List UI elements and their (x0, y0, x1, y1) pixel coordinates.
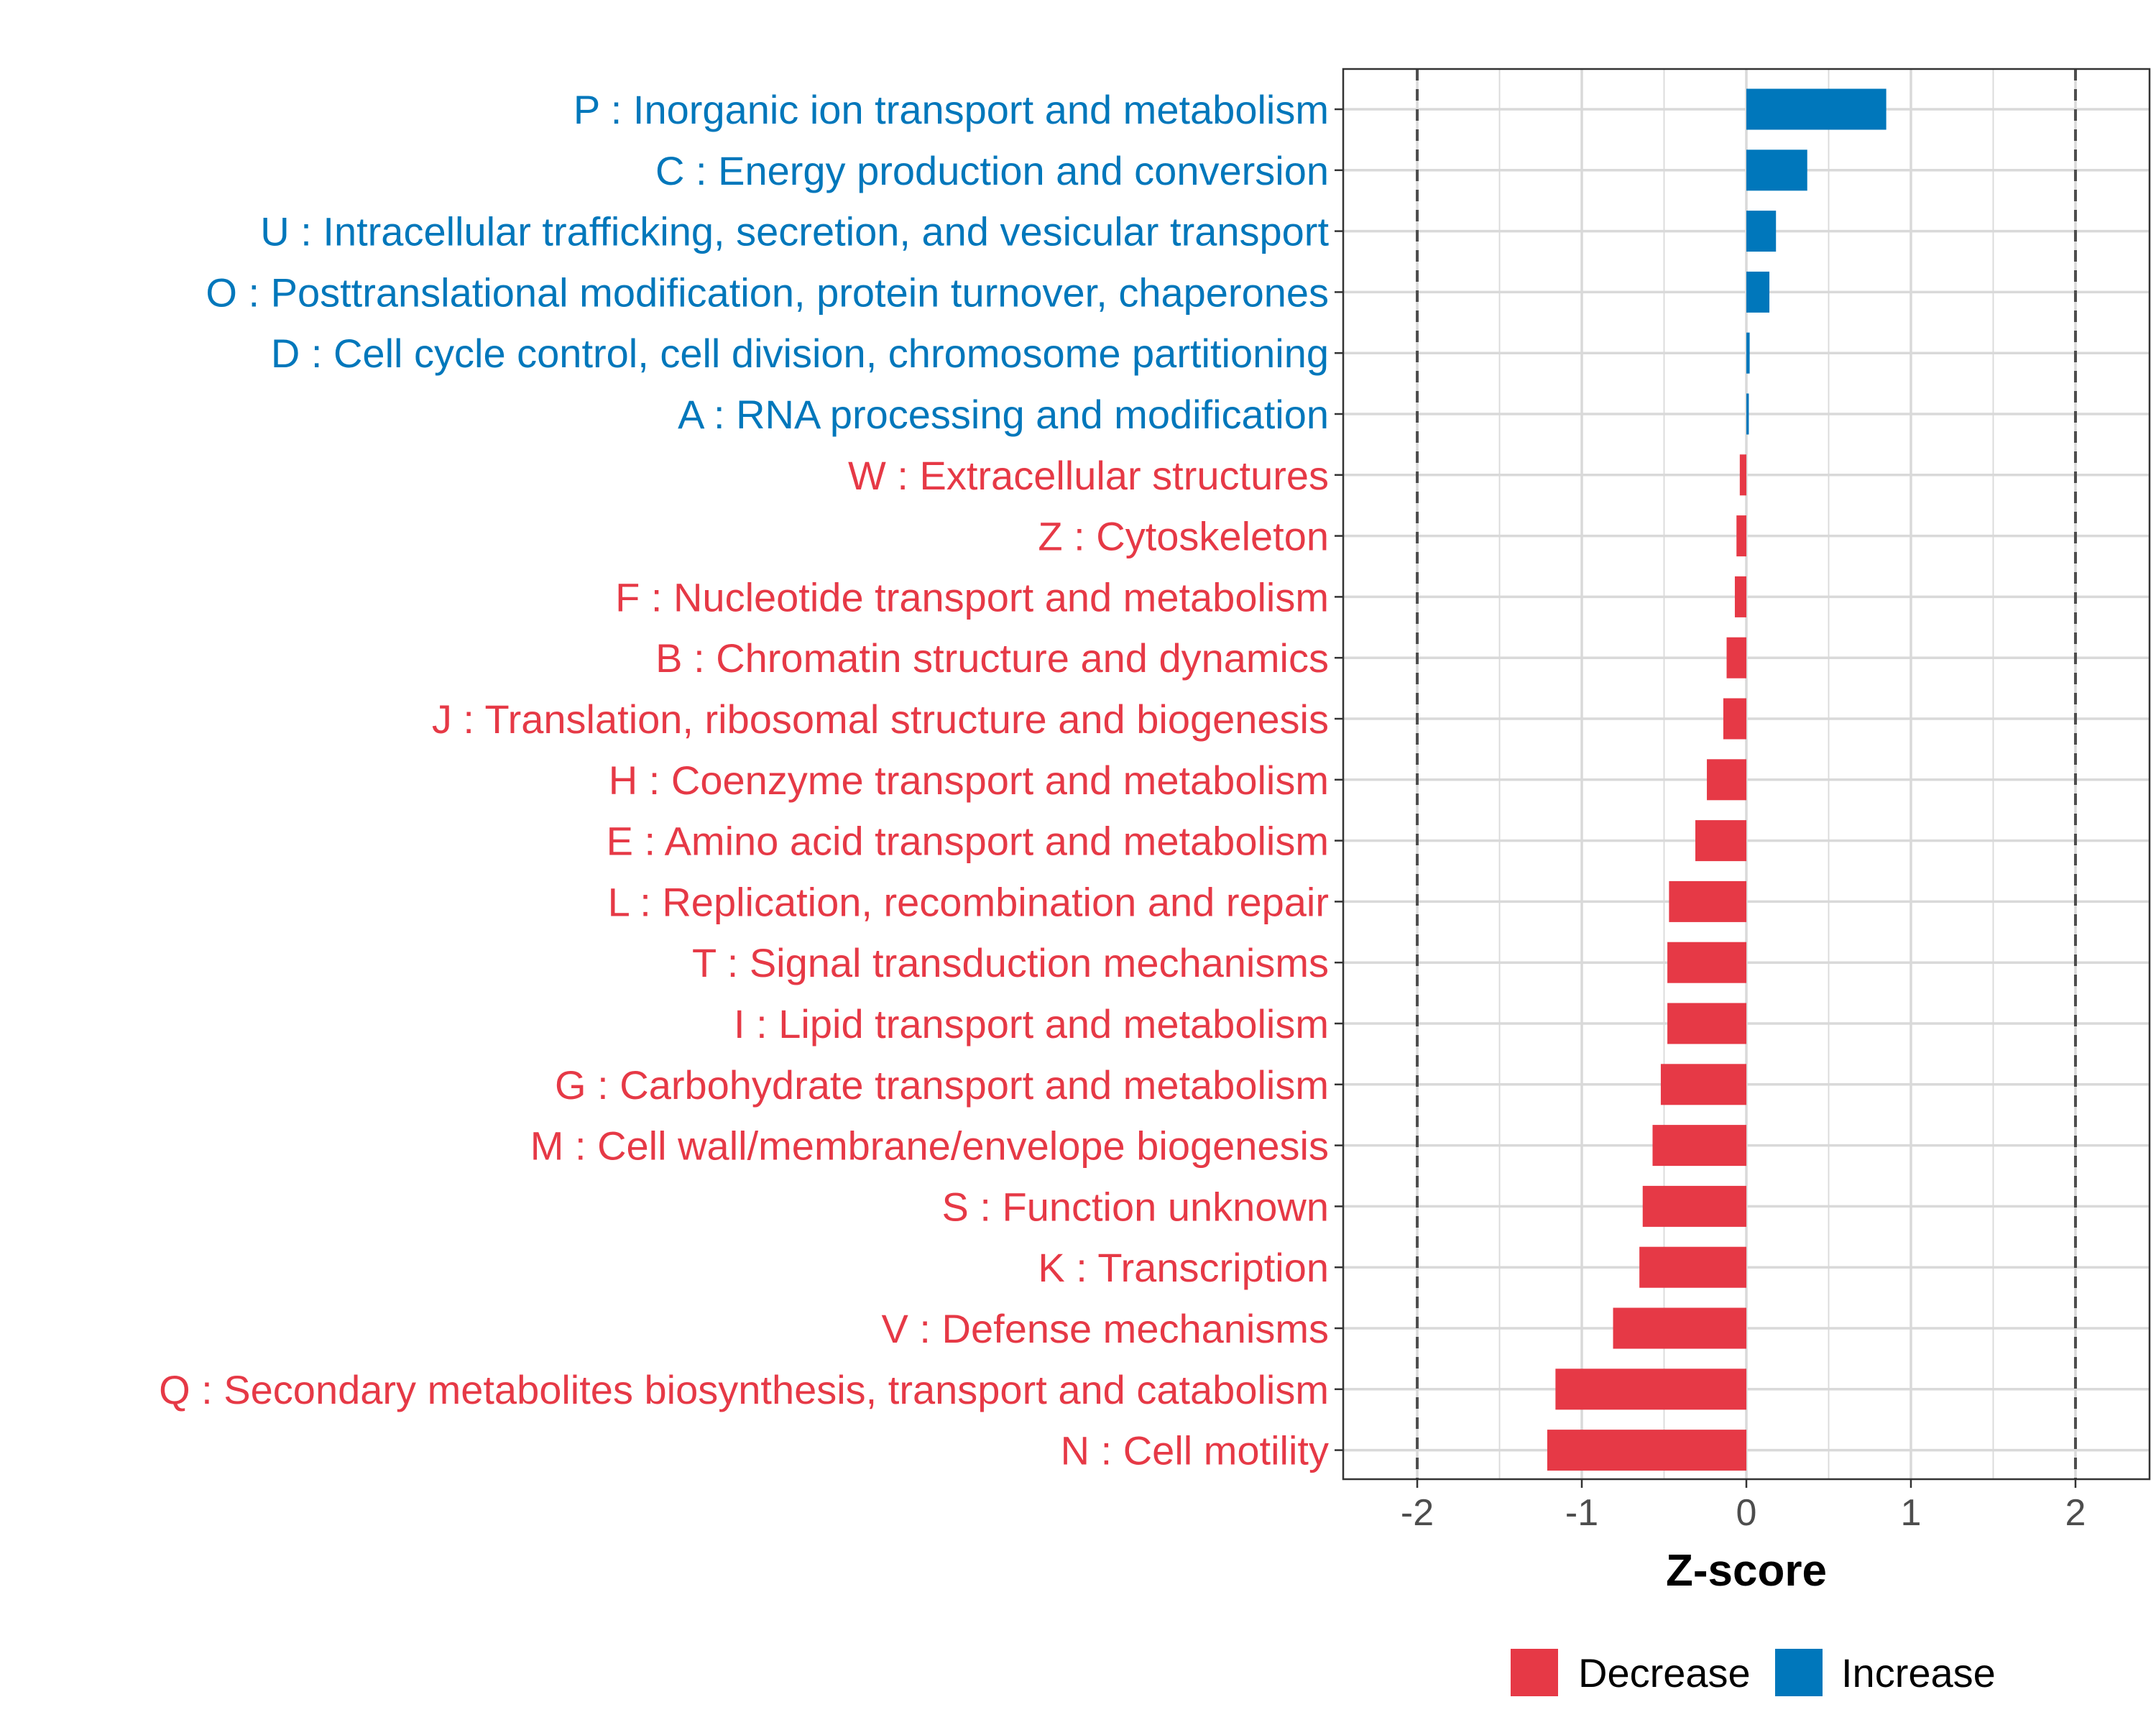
bar (1746, 88, 1886, 130)
bar (1667, 942, 1746, 983)
y-tick-label: K : Transcription (1038, 1245, 1329, 1290)
bar (1660, 1064, 1746, 1105)
bar (1639, 1246, 1746, 1288)
bar (1746, 150, 1807, 191)
bar (1707, 759, 1746, 801)
bar (1667, 1003, 1746, 1044)
bars (1547, 88, 1886, 1471)
x-axis-ticks (1416, 1479, 2077, 1488)
y-tick-label: Q : Secondary metabolites biosynthesis, … (159, 1367, 1329, 1412)
x-tick-label: 2 (2065, 1492, 2086, 1534)
legend-label-decrease: Decrease (1578, 1650, 1751, 1696)
y-tick-label: W : Extracellular structures (848, 453, 1329, 498)
legend-label-increase: Increase (1841, 1650, 1996, 1696)
x-tick-label: -1 (1565, 1492, 1598, 1534)
bar (1695, 820, 1746, 862)
bar (1555, 1368, 1746, 1410)
x-tick-label: 1 (1901, 1492, 1922, 1534)
x-axis-tick-labels: -2 -1 0 1 2 (1401, 1492, 2086, 1534)
y-axis-ticks (1335, 108, 1343, 1451)
x-tick-label: 0 (1736, 1492, 1757, 1534)
y-tick-label: F : Nucleotide transport and metabolism (615, 574, 1329, 620)
y-tick-label: E : Amino acid transport and metabolism (607, 819, 1329, 864)
y-axis-labels: P : Inorganic ion transport and metaboli… (159, 87, 1329, 1473)
y-tick-label: Z : Cytoskeleton (1038, 514, 1329, 559)
y-tick-label: T : Signal transduction mechanisms (692, 940, 1329, 985)
bar (1746, 271, 1770, 313)
y-tick-label: M : Cell wall/membrane/envelope biogenes… (530, 1123, 1329, 1169)
bar (1613, 1307, 1746, 1349)
bar (1746, 332, 1750, 374)
y-tick-label: I : Lipid transport and metabolism (734, 1001, 1329, 1046)
bar (1726, 637, 1746, 678)
y-tick-label: V : Defense mechanisms (882, 1306, 1329, 1351)
legend-swatch-decrease (1511, 1649, 1558, 1696)
y-tick-label: S : Function unknown (941, 1184, 1329, 1229)
bar (1739, 454, 1746, 496)
y-tick-label: H : Coenzyme transport and metabolism (609, 758, 1329, 803)
x-axis-title: Z-score (1666, 1546, 1827, 1596)
bar (1642, 1185, 1746, 1227)
y-tick-label: G : Carbohydrate transport and metabolis… (555, 1062, 1329, 1108)
y-tick-label: B : Chromatin structure and dynamics (655, 635, 1329, 681)
y-tick-label: J : Translation, ribosomal structure and… (432, 696, 1329, 742)
x-tick-label: -2 (1401, 1492, 1434, 1534)
bar (1723, 698, 1746, 740)
y-tick-label: L : Replication, recombination and repai… (608, 879, 1329, 924)
y-tick-label: C : Energy production and conversion (655, 148, 1329, 193)
bar (1746, 393, 1749, 435)
reference-lines (1416, 69, 2077, 1479)
bar (1652, 1125, 1746, 1167)
bar (1547, 1430, 1746, 1471)
legend: Decrease Increase (1511, 1649, 1996, 1696)
y-tick-label: D : Cell cycle control, cell division, c… (271, 331, 1329, 376)
bar (1736, 515, 1746, 557)
bar (1669, 880, 1746, 922)
y-tick-label: A : RNA processing and modification (678, 392, 1329, 437)
bar (1746, 211, 1777, 252)
y-tick-label: U : Intracellular trafficking, secretion… (260, 209, 1329, 254)
legend-swatch-increase (1775, 1649, 1823, 1696)
y-tick-label: P : Inorganic ion transport and metaboli… (573, 87, 1329, 132)
bar (1734, 576, 1746, 617)
y-tick-label: N : Cell motility (1061, 1428, 1329, 1473)
y-tick-label: O : Posttranslational modification, prot… (206, 270, 1329, 315)
